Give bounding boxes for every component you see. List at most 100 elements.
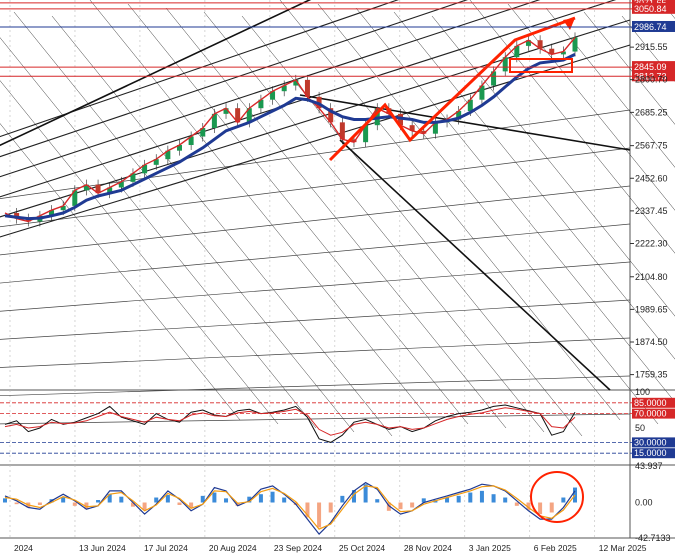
candle xyxy=(153,159,159,165)
histogram-bar xyxy=(363,484,368,503)
candle xyxy=(235,108,241,123)
y-tick-label: 2104.80 xyxy=(635,272,668,282)
trendline xyxy=(127,3,469,425)
histogram-bar xyxy=(479,490,484,503)
histogram-bar xyxy=(258,494,263,503)
histogram-bar xyxy=(386,502,391,511)
y-tick-label: 1759.35 xyxy=(635,370,668,380)
histogram-bar xyxy=(514,502,519,506)
oscillator-level-badge xyxy=(632,448,675,459)
candle xyxy=(514,45,520,58)
histogram-bar xyxy=(468,492,473,503)
trendline xyxy=(0,0,469,158)
histogram-tick-label: 43.937 xyxy=(635,461,663,471)
x-tick-label: 13 Jun 2024 xyxy=(79,543,126,553)
histogram-bar xyxy=(398,502,403,510)
highlight-box xyxy=(509,58,573,73)
candle xyxy=(188,136,194,146)
trendline xyxy=(0,0,541,178)
histogram-bar xyxy=(561,497,566,503)
candle xyxy=(339,122,345,140)
candle xyxy=(83,184,89,191)
histogram-bar xyxy=(445,497,450,503)
candle xyxy=(130,173,136,182)
histogram-bar xyxy=(375,499,380,503)
candle xyxy=(549,48,555,55)
histogram-bar xyxy=(328,502,333,513)
histogram-bar xyxy=(282,497,287,503)
trendline xyxy=(393,11,675,360)
candle xyxy=(304,79,310,97)
candle xyxy=(467,99,473,112)
histogram-bar xyxy=(84,502,89,510)
y-tick-label: 2337.45 xyxy=(635,206,668,216)
histogram-bar xyxy=(96,500,101,503)
histogram-bar xyxy=(526,502,531,510)
oscillator-tick-label: 50 xyxy=(635,423,645,433)
oscillator-level-badge xyxy=(632,397,675,408)
y-tick-label: 2915.55 xyxy=(635,42,668,52)
candle xyxy=(246,108,252,123)
histogram-bar xyxy=(351,490,356,503)
trendline xyxy=(299,94,631,151)
price-series-line xyxy=(4,36,576,223)
candle xyxy=(479,85,485,100)
x-tick-label: 20 Aug 2024 xyxy=(209,543,257,553)
x-tick-label: 6 Feb 2025 xyxy=(534,543,577,553)
oscillator-level-badge xyxy=(632,437,675,448)
trendline xyxy=(583,11,675,125)
trendline xyxy=(0,0,617,198)
histogram-bar xyxy=(130,502,135,507)
price-level-badge xyxy=(632,2,675,14)
x-tick-label: 28 Nov 2024 xyxy=(404,543,452,553)
x-tick-label: 3 Jan 2025 xyxy=(469,543,511,553)
histogram-bar xyxy=(270,491,275,503)
histogram-bar xyxy=(200,495,205,503)
x-tick-label: 12 Mar 2025 xyxy=(599,543,647,553)
histogram-layer: 43.937 0.00 -42.7133 xyxy=(3,461,671,543)
oscillator-level-label: 85.0000 xyxy=(634,398,667,408)
trendline xyxy=(279,0,621,421)
histogram-bar xyxy=(142,502,147,510)
candle xyxy=(60,205,66,211)
trendline xyxy=(0,147,631,228)
oscillator-level-label: 30.0000 xyxy=(634,437,667,447)
candle xyxy=(537,40,543,49)
trendline xyxy=(0,0,312,147)
histogram-bar xyxy=(177,502,182,506)
arrowhead-icon xyxy=(563,18,575,30)
trendline xyxy=(203,11,545,433)
candle xyxy=(270,91,276,100)
candle xyxy=(293,79,299,86)
histogram-bar xyxy=(224,498,229,503)
histogram-bar xyxy=(410,502,415,508)
trendline xyxy=(545,7,675,168)
price-level-badge xyxy=(632,20,675,32)
trendline xyxy=(355,7,675,403)
histogram-bar xyxy=(154,497,159,503)
histogram-bar xyxy=(14,502,19,505)
histogram-tick-label: 0.00 xyxy=(635,498,653,508)
histogram-bar xyxy=(503,497,508,503)
candle xyxy=(211,113,217,129)
histogram-series-line xyxy=(4,485,576,530)
histogram-bar xyxy=(538,502,543,515)
candle xyxy=(560,51,566,55)
histogram-bar xyxy=(165,495,170,503)
trendline xyxy=(0,223,631,284)
candle xyxy=(351,139,357,143)
trendline xyxy=(431,15,675,317)
candle xyxy=(491,71,497,86)
trendline xyxy=(13,11,355,433)
candle xyxy=(432,122,438,134)
trendline xyxy=(339,139,611,391)
histogram-bar xyxy=(107,494,112,503)
trendline xyxy=(0,80,279,425)
candle xyxy=(281,85,287,92)
candle xyxy=(176,145,182,151)
histogram-bar xyxy=(189,502,194,508)
candle xyxy=(72,190,78,206)
histogram-bar xyxy=(421,498,426,503)
histogram-bar xyxy=(340,495,345,503)
